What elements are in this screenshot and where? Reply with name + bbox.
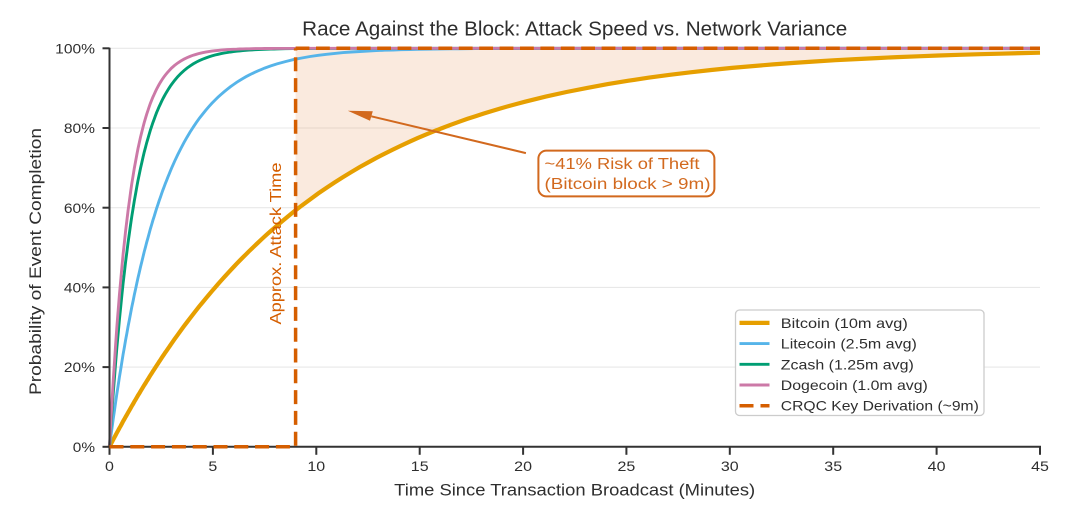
svg-text:25: 25 [618, 458, 636, 474]
svg-text:(Bitcoin block > 9m): (Bitcoin block > 9m) [545, 176, 711, 193]
svg-text:Litecoin (2.5m avg): Litecoin (2.5m avg) [781, 336, 917, 352]
svg-text:0%: 0% [73, 439, 95, 455]
svg-text:~41% Risk of Theft: ~41% Risk of Theft [545, 156, 701, 173]
svg-text:35: 35 [824, 458, 842, 474]
svg-text:Zcash (1.25m avg): Zcash (1.25m avg) [781, 356, 914, 372]
svg-text:0: 0 [105, 458, 114, 474]
svg-text:40: 40 [928, 458, 946, 474]
svg-text:10: 10 [307, 458, 325, 474]
svg-text:30: 30 [721, 458, 739, 474]
svg-text:Dogecoin (1.0m avg): Dogecoin (1.0m avg) [781, 377, 928, 393]
svg-text:Probability of Event Completio: Probability of Event Completion [26, 128, 45, 395]
svg-text:Time Since Transaction Broadca: Time Since Transaction Broadcast (Minute… [394, 480, 755, 499]
svg-text:80%: 80% [64, 120, 95, 136]
svg-text:Approx. Attack Time: Approx. Attack Time [268, 163, 285, 325]
svg-text:15: 15 [411, 458, 429, 474]
svg-text:Race Against the Block: Attack: Race Against the Block: Attack Speed vs.… [302, 17, 847, 40]
svg-text:Bitcoin (10m avg): Bitcoin (10m avg) [781, 315, 908, 331]
svg-text:20%: 20% [64, 359, 95, 375]
svg-text:5: 5 [208, 458, 217, 474]
svg-text:20: 20 [514, 458, 532, 474]
svg-text:CRQC Key Derivation (~9m): CRQC Key Derivation (~9m) [781, 398, 979, 414]
svg-text:60%: 60% [64, 200, 95, 216]
svg-text:40%: 40% [64, 280, 95, 296]
svg-text:45: 45 [1031, 458, 1049, 474]
svg-text:100%: 100% [55, 40, 95, 56]
